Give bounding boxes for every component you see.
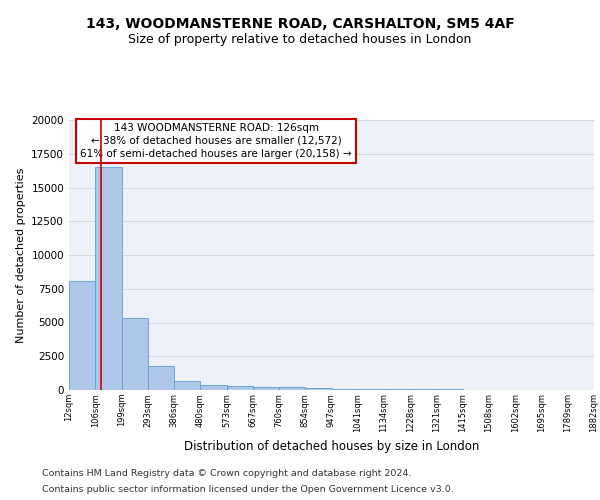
Bar <box>253 387 279 390</box>
Bar <box>69 280 95 390</box>
Bar <box>148 366 174 390</box>
Text: Contains HM Land Registry data © Crown copyright and database right 2024.: Contains HM Land Registry data © Crown c… <box>42 470 412 478</box>
Bar <box>384 389 410 390</box>
Bar <box>200 385 227 390</box>
Text: Contains public sector information licensed under the Open Government Licence v3: Contains public sector information licen… <box>42 484 454 494</box>
Bar <box>95 167 121 390</box>
Bar <box>331 388 358 390</box>
Bar <box>279 388 305 390</box>
Bar <box>227 386 253 390</box>
Text: 143, WOODMANSTERNE ROAD, CARSHALTON, SM5 4AF: 143, WOODMANSTERNE ROAD, CARSHALTON, SM5… <box>86 18 514 32</box>
X-axis label: Distribution of detached houses by size in London: Distribution of detached houses by size … <box>184 440 479 453</box>
Bar <box>305 388 331 390</box>
Y-axis label: Number of detached properties: Number of detached properties <box>16 168 26 342</box>
Text: Size of property relative to detached houses in London: Size of property relative to detached ho… <box>128 32 472 46</box>
Text: 143 WOODMANSTERNE ROAD: 126sqm
← 38% of detached houses are smaller (12,572)
61%: 143 WOODMANSTERNE ROAD: 126sqm ← 38% of … <box>80 122 352 159</box>
Bar <box>174 380 200 390</box>
Bar <box>358 389 384 390</box>
Bar <box>121 318 148 390</box>
